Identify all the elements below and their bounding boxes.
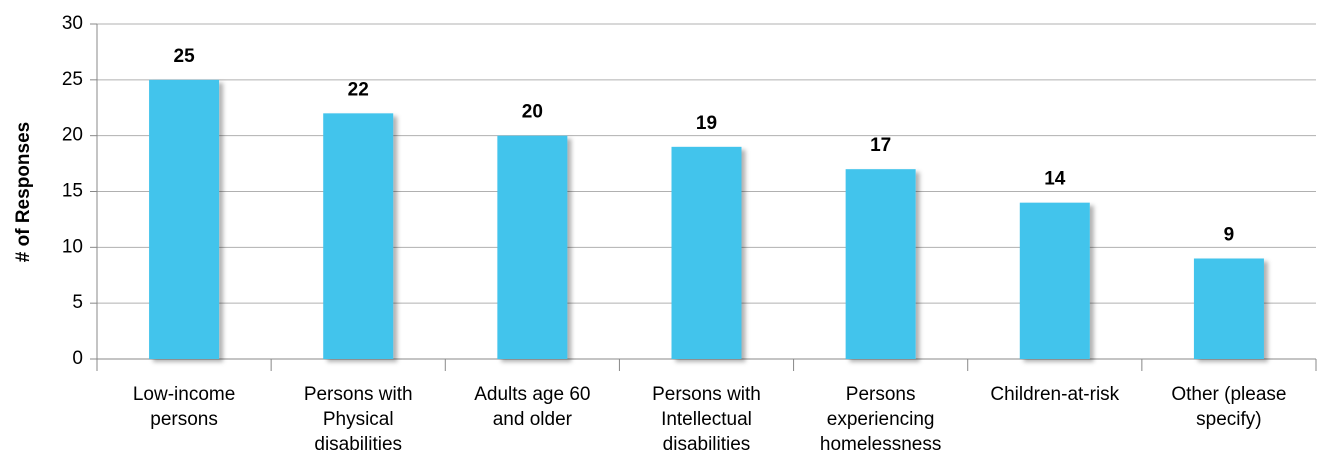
data-label: 19 xyxy=(696,113,717,134)
bar xyxy=(323,113,394,359)
data-label: 9 xyxy=(1224,225,1235,246)
data-label: 25 xyxy=(174,46,196,67)
y-tick-label: 20 xyxy=(62,125,83,146)
bar xyxy=(149,79,220,359)
bar xyxy=(497,135,568,359)
x-tick-label: Persons with Intellectual disabilities xyxy=(652,384,761,455)
data-label: 20 xyxy=(522,102,543,123)
y-tick-label: 10 xyxy=(62,236,83,257)
data-label: 22 xyxy=(348,79,369,100)
x-tick-label: Other (please specify) xyxy=(1171,384,1287,430)
x-tick-label: Persons with Physical disabilities xyxy=(303,384,413,455)
x-tick-label: Low-income persons xyxy=(132,384,236,430)
x-tick-label: Persons experiencing homelessness xyxy=(819,384,942,455)
y-tick-label: 25 xyxy=(62,69,83,90)
bar xyxy=(1193,258,1264,359)
y-tick-label: 0 xyxy=(72,348,83,369)
data-label: 14 xyxy=(1044,169,1066,190)
x-tick-label: Adults age 60 and older xyxy=(474,384,591,430)
y-axis-title: # of Responses xyxy=(13,122,34,262)
y-tick-label: 5 xyxy=(72,292,83,313)
y-tick-label: 30 xyxy=(62,13,83,34)
y-tick-label: 15 xyxy=(62,181,83,202)
data-label: 17 xyxy=(870,135,891,156)
bar xyxy=(845,169,916,359)
bar xyxy=(1019,202,1090,359)
x-tick-label: Children-at-risk xyxy=(990,384,1120,405)
bar xyxy=(671,146,742,359)
